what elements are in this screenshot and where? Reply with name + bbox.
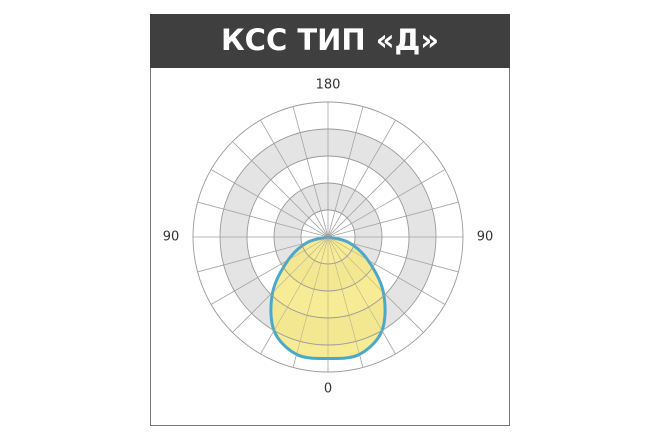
- ring-grid-line: [300, 209, 356, 265]
- spoke-overlay: [292, 236, 329, 368]
- spoke-overlay: [197, 201, 329, 238]
- spoke-overlay: [327, 236, 364, 368]
- spoke-overlay: [327, 236, 459, 273]
- spoke-overlay: [327, 201, 459, 238]
- spoke-overlay: [210, 169, 329, 238]
- spoke-overlay: [260, 119, 329, 238]
- spoke-overlay: [210, 236, 329, 305]
- spoke-overlay: [260, 236, 329, 355]
- header: [150, 14, 510, 68]
- spoke-overlay: [197, 236, 329, 273]
- spoke-overlay: [327, 141, 424, 238]
- spoke-overlay: [327, 119, 396, 238]
- spoke-overlay: [327, 236, 446, 305]
- plot: 0 90 180 90: [163, 78, 494, 397]
- theta-tick-label: 0: [324, 382, 332, 397]
- ring-grid-line: [246, 155, 410, 319]
- spoke-overlay: [327, 236, 396, 355]
- spoke-overlay: [327, 169, 446, 238]
- spoke-overlay: [327, 106, 364, 238]
- spoke-overlay: [292, 106, 329, 238]
- chart-title: КСС ТИП «Д»: [221, 23, 439, 57]
- theta-tick-label: 90: [163, 230, 180, 245]
- ring-grid-line: [273, 182, 383, 292]
- ring-grid-line: [192, 101, 464, 373]
- spoke-overlay: [327, 236, 424, 333]
- theta-tick-label: 90: [477, 230, 494, 245]
- theta-tick-label: 180: [316, 78, 341, 93]
- ring-grid-line: [219, 128, 437, 346]
- spoke-overlay: [232, 236, 329, 333]
- spoke-overlay: [232, 141, 329, 238]
